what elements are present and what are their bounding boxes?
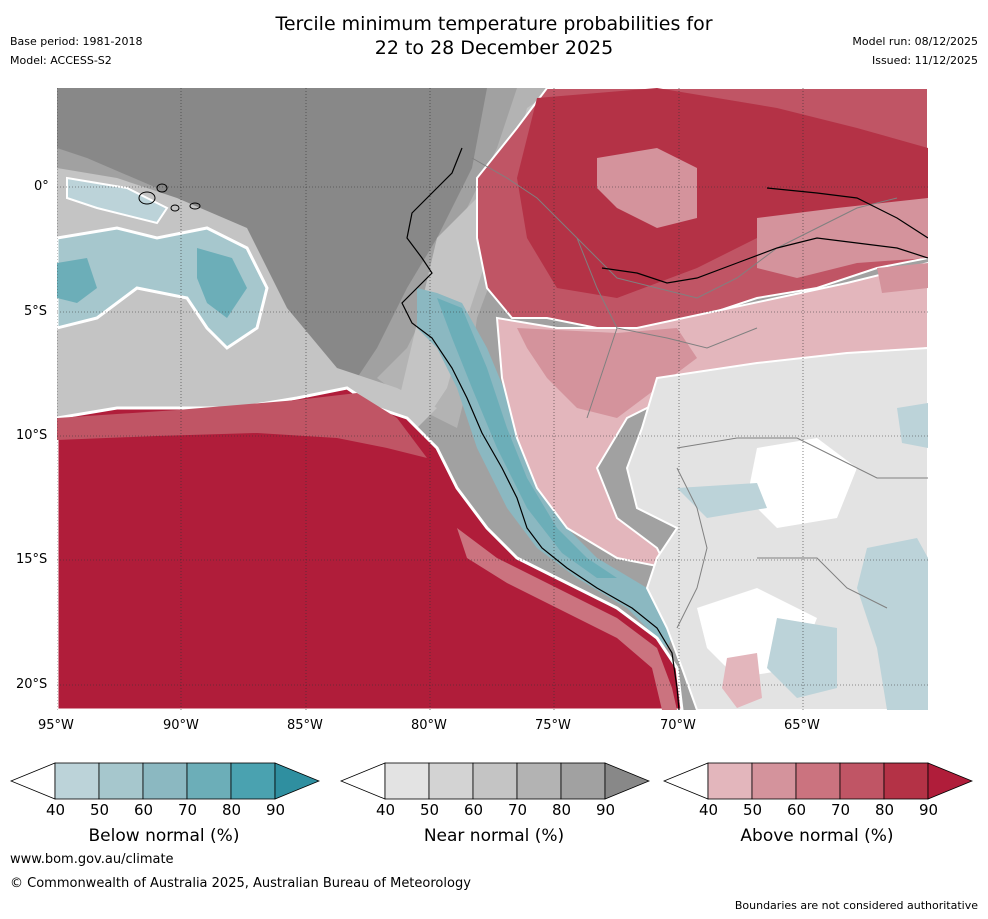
lat-label: 5°S [24, 304, 48, 319]
probability-map [55, 87, 929, 712]
legend-swatch [472, 762, 518, 800]
lon-label: 75°W [535, 718, 571, 733]
lat-label: 0° [34, 179, 49, 194]
legend-high-extension [274, 762, 320, 800]
model-name: Model: ACCESS-S2 [10, 54, 112, 67]
legend-swatch [839, 762, 885, 800]
graticule [56, 88, 928, 710]
legend-swatch [707, 762, 753, 800]
amazon-river [601, 187, 929, 284]
legend-tick-label: 40 [46, 801, 66, 819]
legend-swatch [883, 762, 929, 800]
above-normal-ocean-edge [57, 393, 427, 458]
map-title: Tercile minimum temperature probabilitie… [0, 12, 988, 60]
legend-swatch [54, 762, 100, 800]
issued-date: Issued: 11/12/2025 [871, 54, 978, 67]
legend-colorbar [663, 762, 973, 800]
lat-label: 10°S [16, 428, 48, 443]
lon-label: 90°W [163, 718, 199, 733]
legend-tick-label: 50 [90, 801, 110, 819]
above-normal-central-mid [517, 328, 697, 418]
footer-copyright: © Commonwealth of Australia 2025, Austra… [10, 876, 471, 891]
above-normal-coastal-band [457, 528, 677, 710]
below-normal-west-inner [57, 258, 97, 303]
legend-high-extension [604, 762, 650, 800]
left-metadata: Base period: 1981-2018 Model: ACCESS-S2 [10, 32, 142, 70]
legend-tick-label: 90 [596, 801, 616, 819]
legend-tick-label: 70 [178, 801, 198, 819]
legend-tick-label: 90 [266, 801, 286, 819]
legend-tick-label: 70 [508, 801, 528, 819]
legend-tick-label: 50 [743, 801, 763, 819]
legend-swatch [142, 762, 188, 800]
legend-tick-label: 80 [552, 801, 572, 819]
legend-tick-label: 60 [134, 801, 154, 819]
legend-swatch [230, 762, 276, 800]
country-borders [471, 157, 928, 629]
lon-label: 70°W [660, 718, 696, 733]
above-normal-land-light-2 [757, 198, 928, 278]
below-normal-outline [66, 176, 169, 225]
legend-title: Near normal (%) [423, 826, 565, 846]
legend-tick-label: 60 [787, 801, 807, 819]
legend-swatch [751, 762, 797, 800]
footer-url[interactable]: www.bom.gov.au/climate [10, 852, 174, 867]
legend-swatch [516, 762, 562, 800]
legend-swatch [428, 762, 474, 800]
title-line-2: 22 to 28 December 2025 [374, 37, 614, 59]
legend-tick-label: 40 [699, 801, 719, 819]
model-run: Model run: 08/12/2025 [852, 35, 978, 48]
base-period: Base period: 1981-2018 [10, 35, 143, 48]
above-normal-interior-patch-2 [877, 263, 928, 293]
legend-title: Below normal (%) [88, 826, 240, 846]
legend-swatch [560, 762, 606, 800]
below-normal-interior-3 [767, 618, 837, 698]
lat-label: 15°S [16, 552, 48, 567]
near-normal-white-patch [747, 438, 857, 528]
legend-tick-label: 50 [420, 801, 440, 819]
legend-swatch [98, 762, 144, 800]
legend-tick-label: 60 [464, 801, 484, 819]
legend-tick-label: 80 [875, 801, 895, 819]
above-normal-land-core [517, 88, 928, 298]
lat-label: 20°S [16, 677, 48, 692]
legend-colorbar [340, 762, 650, 800]
legend-low-extension [663, 762, 709, 800]
coastline [401, 147, 680, 711]
legend-tick-label: 70 [831, 801, 851, 819]
below-normal-west-core [197, 248, 247, 318]
below-normal-interior-1 [897, 403, 928, 448]
legend-low-extension [340, 762, 386, 800]
legend-high-extension [927, 762, 973, 800]
legend-colorbar [10, 762, 320, 800]
above-normal-land-light [597, 148, 697, 228]
legend-tick-label: 80 [222, 801, 242, 819]
above-normal-interior-patch [722, 653, 762, 708]
lon-label: 95°W [38, 718, 74, 733]
galapagos-islands [138, 183, 201, 212]
lon-label: 80°W [411, 718, 447, 733]
legend-low-extension [10, 762, 56, 800]
right-metadata: Model run: 08/12/2025 Issued: 11/12/2025 [852, 32, 978, 70]
title-line-1: Tercile minimum temperature probabilitie… [275, 13, 713, 35]
legend-swatch [795, 762, 841, 800]
legend-tick-label: 90 [919, 801, 939, 819]
legend-swatch [384, 762, 430, 800]
near-normal-90-region [57, 88, 487, 388]
legend-title: Above normal (%) [740, 826, 894, 846]
below-normal-interior-4 [677, 483, 767, 518]
below-normal-coastal-core [437, 298, 617, 578]
legend-tick-label: 40 [376, 801, 396, 819]
below-normal-interior-2 [857, 538, 928, 710]
lon-label: 85°W [287, 718, 323, 733]
footer-note: Boundaries are not considered authoritat… [734, 899, 978, 912]
lon-label: 65°W [784, 718, 820, 733]
legend-swatch [186, 762, 232, 800]
